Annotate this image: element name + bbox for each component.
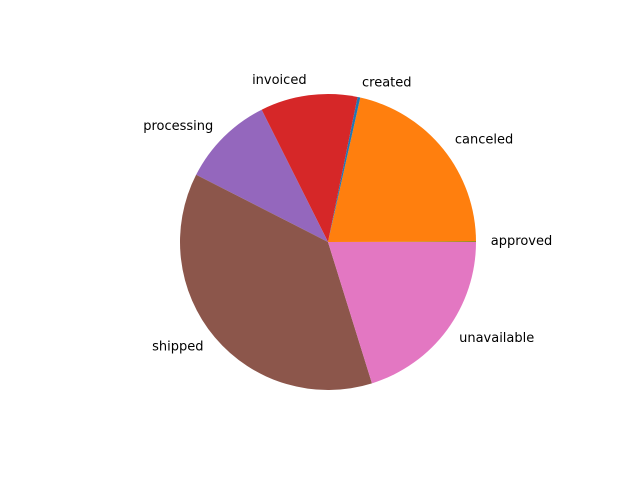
pie-label-processing: processing [143,119,213,134]
pie-labels: approved canceled created invoiced processin… [143,73,552,354]
pie-slice-shipped [179,174,372,390]
pie-label-unavailable: unavailable [459,331,534,346]
pie-slice-processing [196,109,328,243]
pie-label-shipped: shipped [152,339,203,354]
pie-slices [179,93,477,390]
pie-label-approved: approved [491,234,552,249]
pie-slice-canceled [328,97,476,242]
pie-slice-invoiced [261,93,358,242]
pie-label-canceled: canceled [455,133,513,148]
pie-slice-created [328,96,361,242]
pie-slice-unavailable [328,242,476,384]
pie-label-invoiced: invoiced [252,73,307,88]
pie-label-created: created [362,75,412,90]
